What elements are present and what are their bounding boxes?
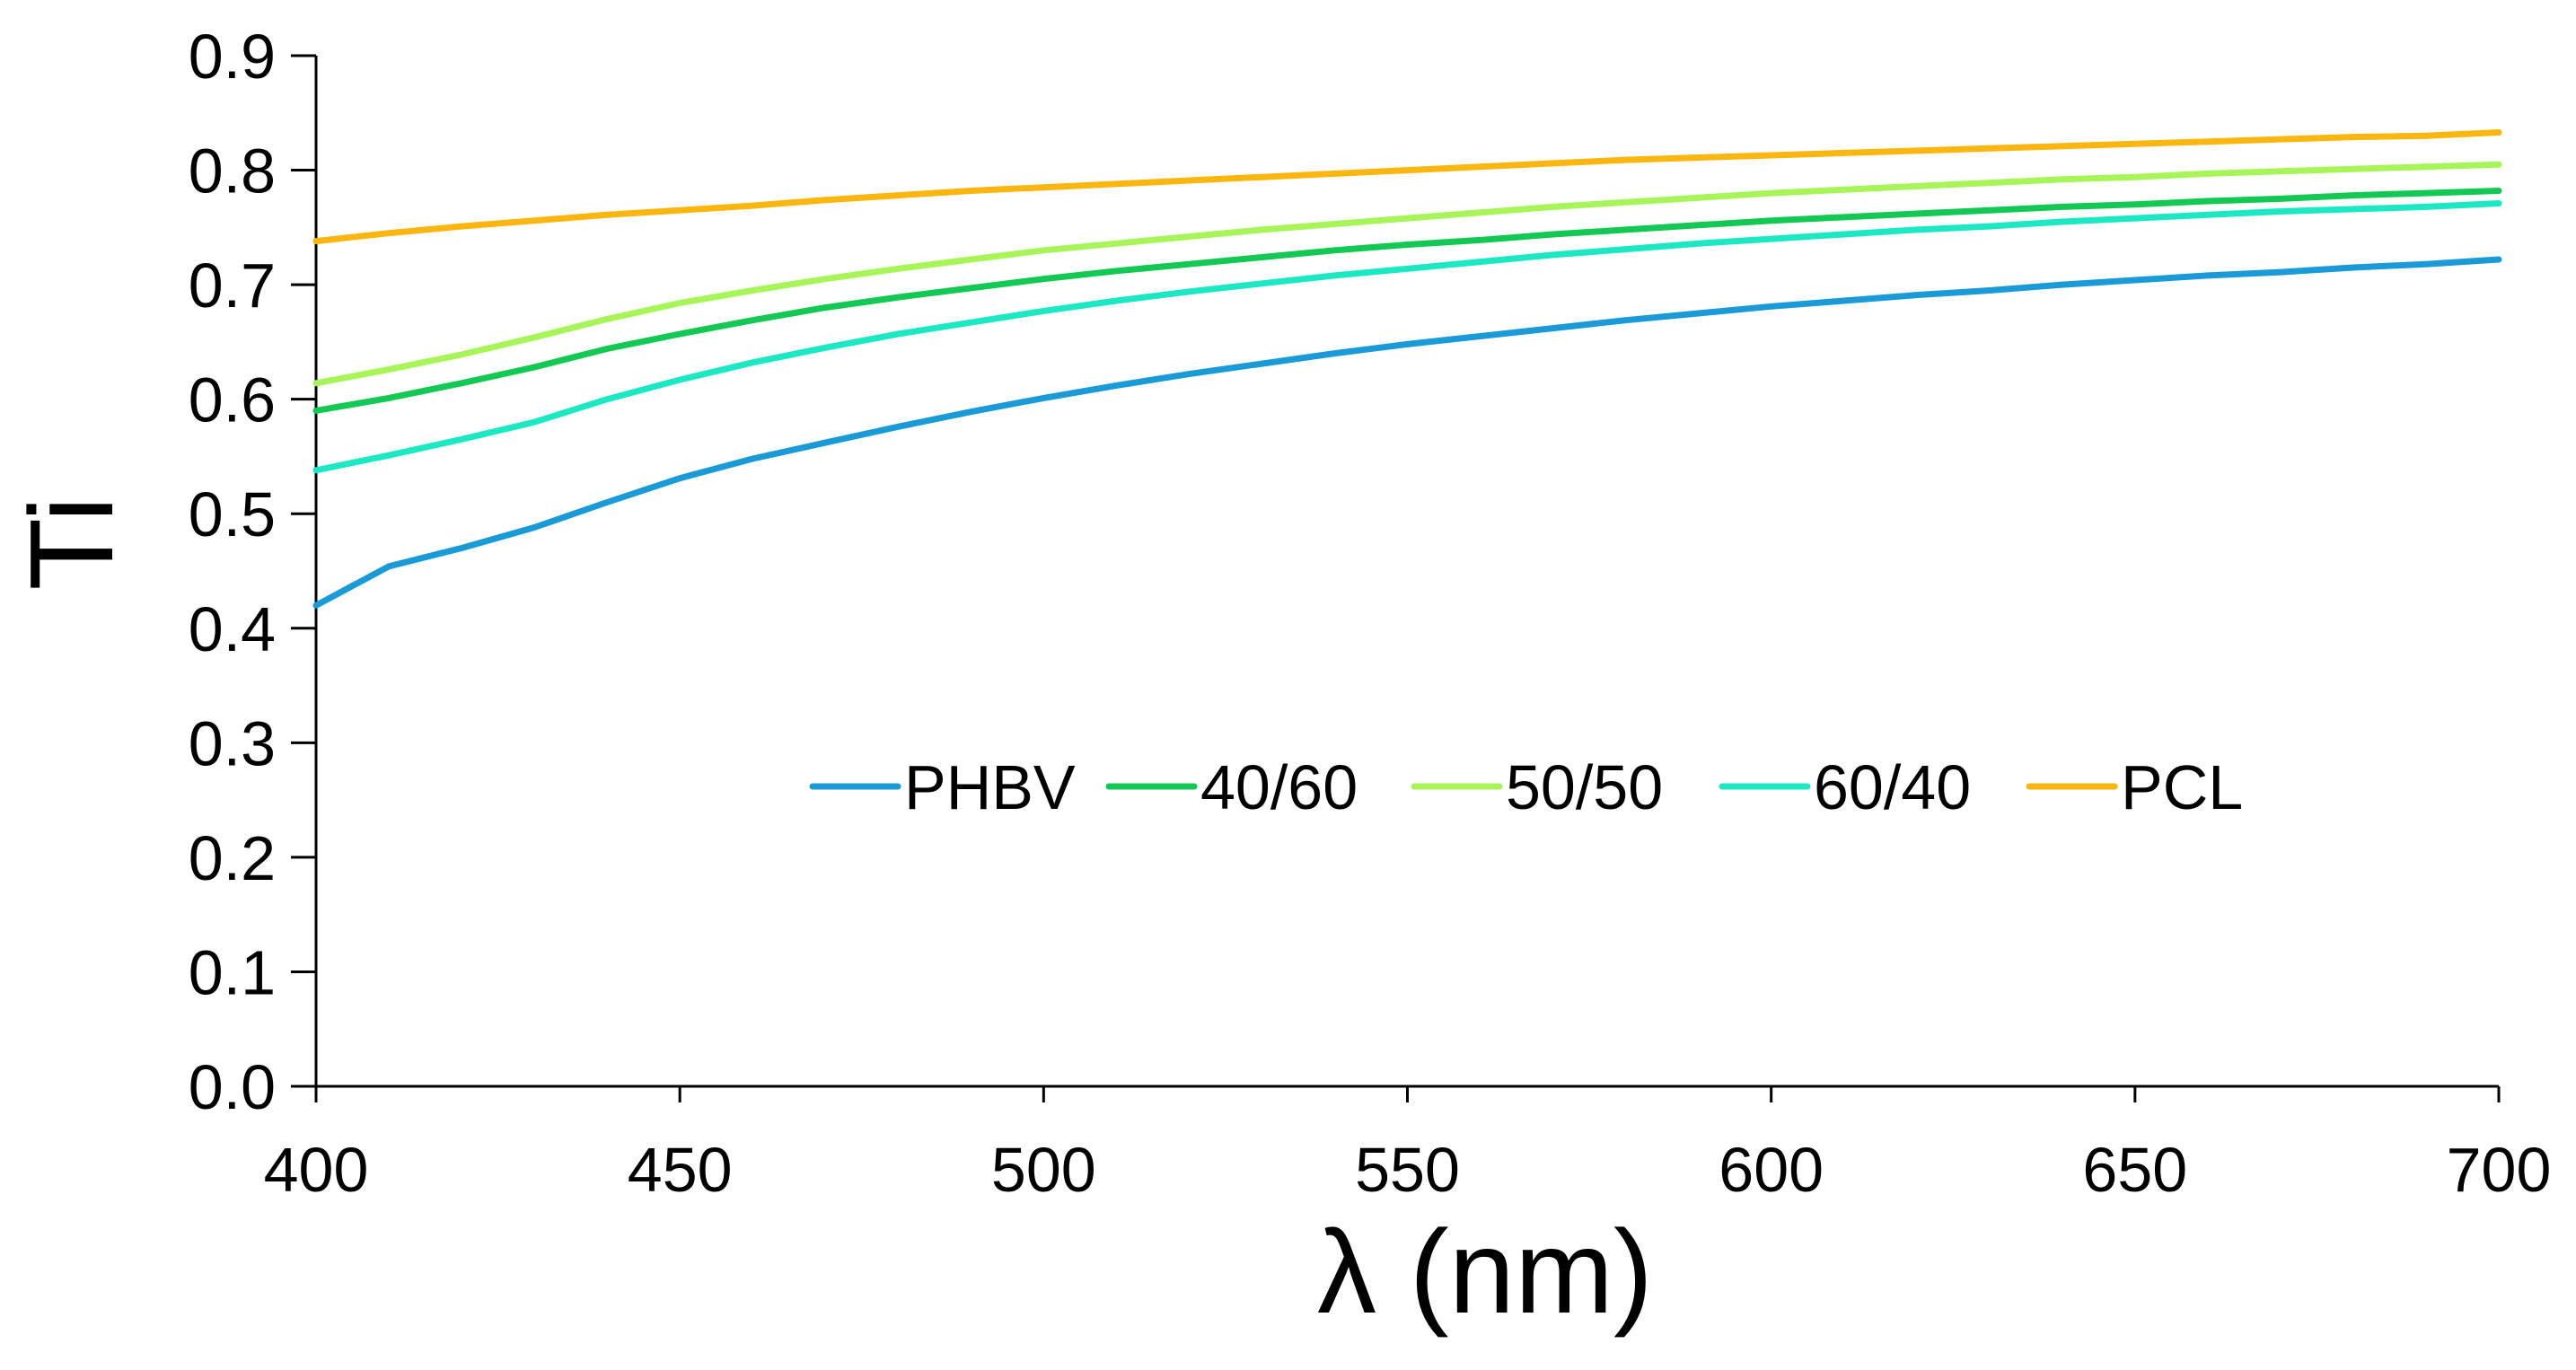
y-tick-label: 0.3 <box>189 708 276 778</box>
axes: 400 450 500 550 600 650 700 0.0 0.1 0.2 0.3 0.4 0.5 0… <box>189 22 2552 1205</box>
x-tick-label: 450 <box>628 1135 733 1205</box>
legend: PHBV 40/60 50/50 60/40 PCL <box>809 752 2243 822</box>
series-line-60-40 <box>312 200 2502 474</box>
y-tick-label: 0.5 <box>189 479 276 549</box>
x-tick-label: 400 <box>264 1135 369 1205</box>
series-line-40-60 <box>312 188 2502 414</box>
legend-label: 60/40 <box>1814 752 1971 822</box>
y-axis-title: Ti <box>5 496 137 590</box>
legend-label: 50/50 <box>1506 752 1663 822</box>
y-tick-label: 0.0 <box>189 1052 276 1122</box>
x-tick-label: 600 <box>1719 1135 1824 1205</box>
x-tick-label: 650 <box>2082 1135 2187 1205</box>
x-tick-label: 550 <box>1355 1135 1460 1205</box>
x-tick-label: 500 <box>991 1135 1096 1205</box>
y-tick-label: 0.8 <box>189 136 276 206</box>
legend-label: PHBV <box>904 752 1076 822</box>
y-tick-label: 0.4 <box>189 594 276 664</box>
x-tick-label: 700 <box>2447 1135 2552 1205</box>
series-line-pcl <box>312 129 2502 245</box>
series-line-phbv <box>312 256 2502 609</box>
x-axis-title: λ (nm) <box>1317 1206 1653 1338</box>
series-line-50-50 <box>312 161 2502 387</box>
y-tick-label: 0.1 <box>189 937 276 1007</box>
y-tick-label: 0.2 <box>189 823 276 893</box>
y-tick-label: 0.6 <box>189 365 276 435</box>
y-tick-label: 0.9 <box>189 22 276 92</box>
series-layer <box>312 129 2502 609</box>
legend-label: 40/60 <box>1200 752 1358 822</box>
y-tick-label: 0.7 <box>189 250 276 321</box>
legend-label: PCL <box>2121 752 2243 822</box>
